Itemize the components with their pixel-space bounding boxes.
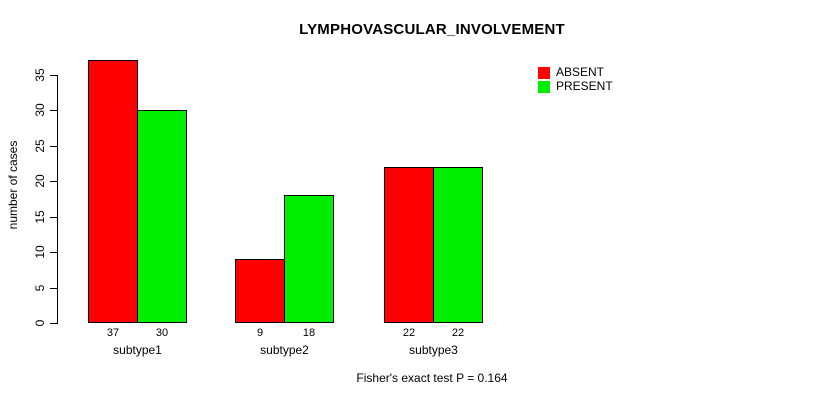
legend-swatch-absent xyxy=(538,66,550,79)
bar-value-label: 9 xyxy=(256,327,264,339)
y-tick-label: 20 xyxy=(33,174,47,188)
y-tick-label: 15 xyxy=(33,209,47,224)
x-category-label: subtype2 xyxy=(260,343,309,357)
y-tick xyxy=(50,252,57,253)
bar-present-subtype3 xyxy=(433,166,483,323)
bar-value-label: 37 xyxy=(106,327,120,339)
bar-value-label: 30 xyxy=(155,327,169,339)
chart-title: LYMPHOVASCULAR_INVOLVEMENT xyxy=(299,21,565,38)
y-tick xyxy=(50,216,57,218)
y-tick-label: 35 xyxy=(33,67,47,82)
fisher-test-annotation: Fisher's exact test P = 0.164 xyxy=(356,371,508,385)
y-tick-label: 30 xyxy=(33,103,47,117)
x-category-label: subtype3 xyxy=(409,343,458,357)
legend-row: PRESENT xyxy=(538,80,613,93)
y-tick-label: 10 xyxy=(33,245,47,259)
bar-absent-subtype2 xyxy=(235,259,285,323)
y-tick-label: 25 xyxy=(33,138,47,153)
y-tick-label: 0 xyxy=(33,319,47,327)
y-tick xyxy=(50,181,57,182)
y-tick xyxy=(50,110,57,111)
y-tick xyxy=(50,287,57,289)
bar-value-label: 22 xyxy=(402,327,416,339)
y-tick xyxy=(50,145,57,147)
y-axis-label: number of cases xyxy=(6,140,20,230)
legend: ABSENT PRESENT xyxy=(538,66,613,94)
y-axis-line xyxy=(57,74,58,324)
x-category-label: subtype1 xyxy=(113,343,162,357)
y-tick-label: 5 xyxy=(33,284,47,291)
bar-absent-subtype3 xyxy=(384,166,434,323)
bar-present-subtype1 xyxy=(137,110,187,323)
bar-value-label: 22 xyxy=(451,327,465,339)
y-tick xyxy=(50,74,57,76)
legend-label: PRESENT xyxy=(556,79,613,93)
bar-present-subtype2 xyxy=(284,195,334,323)
bar-value-label: 18 xyxy=(302,327,316,339)
legend-label: ABSENT xyxy=(556,65,605,79)
legend-swatch-present xyxy=(538,80,550,93)
bar-absent-subtype1 xyxy=(88,60,138,323)
y-tick xyxy=(50,323,57,324)
legend-row: ABSENT xyxy=(538,66,613,79)
